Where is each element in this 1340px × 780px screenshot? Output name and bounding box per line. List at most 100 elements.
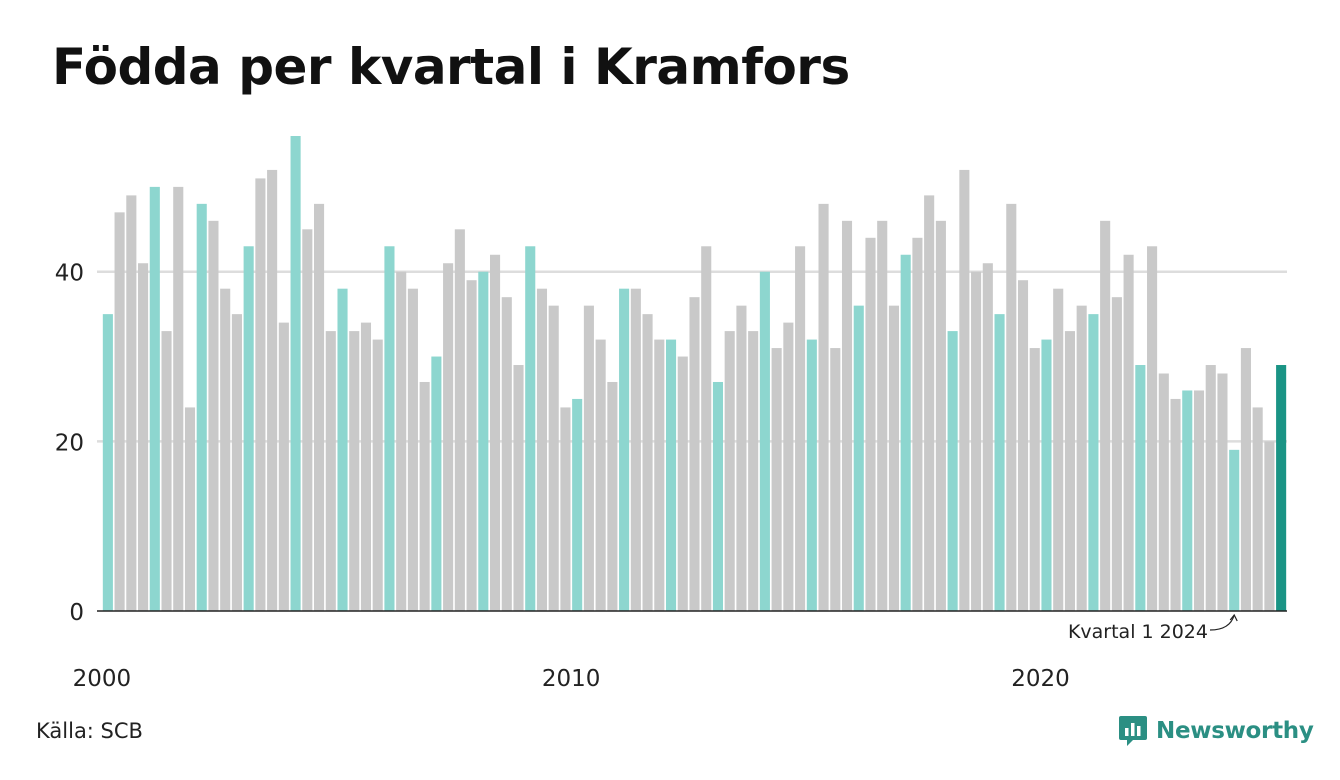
bar-2007-q4: [466, 280, 477, 611]
bar-2011-q2: [630, 288, 641, 611]
brand-name: Newsworthy: [1156, 718, 1314, 744]
bar-2024-q1: [1229, 449, 1240, 611]
y-tick-label: 40: [55, 261, 84, 287]
bar-2001-q3: [173, 186, 184, 611]
bar-2015-q2: [818, 203, 829, 611]
bar-2010-q2: [583, 305, 594, 611]
bar-2014-q2: [771, 348, 782, 611]
bar-2017-q1: [900, 254, 911, 611]
bar-2004-q4: [325, 331, 336, 611]
bar-2007-q3: [454, 229, 465, 611]
bar-2019-q1: [994, 314, 1005, 611]
bar-2016-q1: [853, 305, 864, 611]
bar-2003-q2: [255, 178, 266, 612]
bar-2018-q2: [959, 169, 970, 611]
bar-2004-q3: [314, 203, 325, 611]
bar-2013-q2: [724, 331, 735, 611]
bar-2019-q2: [1006, 203, 1017, 611]
bar-2018-q4: [982, 263, 993, 611]
bar-2022-q1: [1135, 365, 1146, 611]
bar-2007-q2: [443, 263, 454, 611]
bar-2010-q3: [595, 339, 606, 611]
bar-2020-q2: [1053, 288, 1064, 611]
x-tick-label: 2020: [1011, 666, 1070, 692]
brand-logo[interactable]: Newsworthy: [1118, 714, 1314, 748]
bar-2025-q1: [1276, 365, 1287, 611]
y-tick-label: 20: [55, 430, 84, 456]
bar-2011-q4: [654, 339, 665, 611]
bar-2024-q4: [1264, 441, 1275, 611]
bar-2002-q4: [231, 314, 242, 611]
bar-2021-q2: [1100, 220, 1111, 612]
bar-2011-q3: [642, 314, 653, 611]
annotation-arrowhead: [1229, 613, 1238, 622]
bar-2023-q4: [1217, 373, 1228, 611]
bar-2005-q4: [372, 339, 383, 611]
bar-2009-q3: [548, 305, 559, 611]
bar-2024-q2: [1240, 348, 1251, 611]
bar-2020-q3: [1064, 331, 1075, 611]
bar-2011-q1: [619, 288, 630, 611]
source-label: Källa: SCB: [36, 719, 143, 743]
bar-2013-q3: [736, 305, 747, 611]
bar-2021-q3: [1111, 297, 1122, 611]
bar-2012-q3: [689, 297, 700, 611]
bar-2000-q2: [114, 212, 125, 611]
bar-2000-q4: [138, 263, 149, 611]
bar-2008-q3: [501, 297, 512, 611]
bar-2005-q3: [360, 322, 372, 611]
bar-2016-q2: [865, 237, 876, 612]
bar-2017-q3: [924, 195, 935, 611]
bar-2017-q2: [912, 237, 923, 612]
bar-2003-q3: [267, 169, 278, 611]
bar-2008-q1: [478, 271, 489, 611]
bar-2006-q1: [384, 246, 395, 611]
bar-2003-q4: [278, 322, 289, 611]
bar-2008-q4: [513, 365, 524, 611]
annotation-arrow: [1209, 614, 1235, 631]
bar-2015-q4: [841, 220, 853, 612]
bar-2022-q3: [1158, 373, 1169, 611]
x-tick-label: 2010: [542, 666, 601, 692]
bar-2006-q3: [407, 288, 418, 611]
bar-2000-q1: [102, 314, 113, 611]
bar-2002-q2: [208, 220, 219, 612]
bar-2003-q1: [243, 246, 254, 611]
bar-2006-q2: [396, 271, 407, 611]
bar-2009-q2: [536, 288, 548, 611]
tick-labels: 0 20 40 2000 2010 2020: [55, 261, 1070, 692]
bar-2022-q4: [1170, 398, 1181, 611]
annotation-label: Kvartal 1 2024: [1068, 621, 1208, 643]
bar-2019-q4: [1029, 348, 1040, 611]
bar-2008-q2: [489, 254, 501, 611]
bar-2023-q1: [1182, 390, 1193, 611]
bar-2017-q4: [935, 220, 946, 612]
bar-2000-q3: [126, 195, 137, 611]
bar-2024-q3: [1252, 407, 1263, 611]
bar-2005-q2: [349, 331, 360, 611]
bar-2021-q1: [1088, 314, 1099, 611]
bar-2009-q4: [560, 407, 571, 611]
x-tick-label: 2000: [73, 666, 132, 692]
bar-2013-q1: [712, 381, 724, 611]
bar-2020-q4: [1076, 305, 1087, 611]
annotation: Kvartal 1 2024: [1068, 613, 1238, 643]
bar-2016-q4: [888, 305, 900, 611]
bar-2022-q2: [1147, 246, 1158, 611]
newsworthy-logo-icon: [1119, 716, 1147, 746]
bar-2018-q1: [947, 331, 958, 611]
bar-2001-q1: [149, 186, 160, 611]
bar-2019-q3: [1017, 280, 1029, 611]
bar-2012-q1: [665, 339, 677, 611]
bar-2016-q3: [877, 220, 888, 612]
bar-2020-q1: [1041, 339, 1052, 611]
bar-2001-q2: [161, 331, 172, 611]
bar-2012-q4: [701, 246, 712, 611]
bar-2009-q1: [525, 246, 536, 611]
bar-2018-q3: [971, 271, 982, 611]
bar-2012-q2: [677, 356, 688, 611]
bar-2013-q4: [748, 331, 759, 611]
bar-2004-q1: [290, 136, 301, 611]
y-tick-label: 0: [69, 600, 84, 626]
bar-2010-q4: [607, 381, 618, 611]
